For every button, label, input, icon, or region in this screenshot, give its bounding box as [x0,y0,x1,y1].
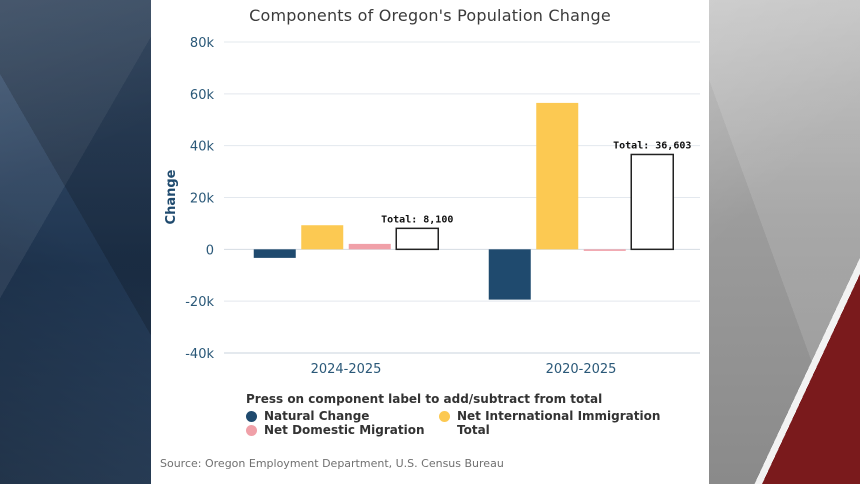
bar-total [395,227,439,251]
bar-chart: 80k 60k 40k 20k 0 -20k -40k Change Total: 8,100 2… [164,36,700,377]
y-tick-label: 60k [190,88,215,103]
bar-net-international-immigration [301,225,344,250]
x-tick-label: 2020-2025 [546,362,617,377]
legend-item-net-international-immigration[interactable]: Net International Immigration [439,409,679,423]
total-data-label: Total: 36,603 [613,140,691,151]
chart-panel: Components of Oregon's Population Change… [151,0,709,484]
y-tick-label: 0 [206,243,214,258]
bar-total [630,153,674,251]
legend-item-net-domestic-migration[interactable]: Net Domestic Migration [246,423,439,437]
bar-natural-change [253,249,296,258]
y-tick-label: -20k [185,295,214,310]
legend-label-total: Total [457,423,490,437]
net-international-immigration-dot-icon [439,411,450,422]
background-right [709,0,860,484]
y-tick-label: 80k [190,36,215,51]
source-note: Source: Oregon Employment Department, U.… [160,457,504,470]
x-tick-label: 2024-2025 [311,362,382,377]
bar-natural-change [488,249,531,300]
y-tick-label: 20k [190,192,215,207]
y-axis-title: Change [164,169,179,224]
background-left [0,0,151,484]
legend-title: Press on component label to add/subtract… [246,392,603,406]
total-data-label: Total: 8,100 [381,214,453,225]
legend-label-net-domestic-migration: Net Domestic Migration [264,423,425,437]
legend-label-net-international-immigration: Net International Immigration [457,409,661,423]
legend-item-total[interactable]: Total [439,423,679,437]
legend-item-natural-change[interactable]: Natural Change [246,409,439,423]
bar-net-domestic-migration [348,243,391,250]
y-tick-label: 40k [190,140,215,155]
y-tick-label: -40k [185,347,214,362]
bar-net-international-immigration [536,102,579,250]
net-domestic-migration-dot-icon [246,425,257,436]
bar-net-domestic-migration [583,249,626,251]
legend: Press on component label to add/subtract… [246,392,686,437]
legend-label-natural-change: Natural Change [264,409,370,423]
natural-change-dot-icon [246,411,257,422]
chart-title: Components of Oregon's Population Change [249,6,611,25]
